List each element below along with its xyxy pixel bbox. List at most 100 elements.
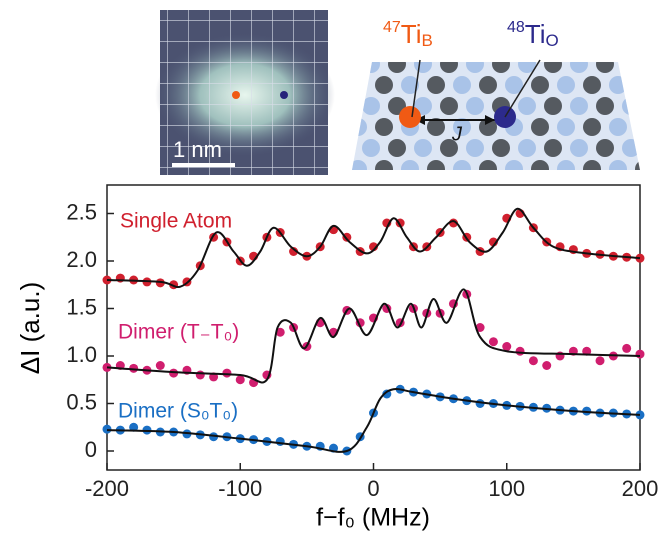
lattice-site (570, 97, 588, 115)
lattice-site (466, 139, 484, 157)
lattice-site (492, 139, 510, 157)
lattice-site (557, 160, 575, 170)
data-point (595, 356, 605, 366)
lattice-site (622, 139, 640, 157)
x-tick-label: -100 (218, 476, 262, 501)
mass: 47 (383, 19, 401, 36)
lattice-site (401, 160, 419, 170)
lattice-site (622, 62, 640, 73)
series-label: Dimer (T₋T₀) (118, 321, 239, 344)
lattice-site (388, 139, 406, 157)
lattice-site (362, 139, 380, 157)
data-point (155, 361, 165, 370)
data-point (622, 343, 632, 353)
lattice-site (352, 160, 367, 170)
y-tick-label: 2.5 (66, 199, 97, 224)
x-tick-label: 200 (622, 476, 659, 501)
lattice-site (505, 160, 523, 170)
data-point (129, 422, 139, 432)
data-point (129, 363, 139, 373)
element: Ti (401, 19, 422, 49)
lattice-site (401, 76, 419, 94)
y-axis-label: ΔI (a.u.) (15, 282, 45, 375)
lattice-site (609, 160, 627, 170)
lattice-site (362, 62, 380, 73)
plot: 0 0.5 1.0 1.5 2.0 2.5 -200 -100 0 100 200 Single At… (66, 199, 658, 501)
lattice-site (518, 62, 536, 73)
lattice-site (570, 139, 588, 157)
lattice-site (544, 62, 562, 73)
data-point (275, 437, 285, 446)
data-point (222, 368, 232, 378)
lattice-site (596, 139, 614, 157)
lattice-site (492, 62, 510, 73)
data-point (515, 346, 525, 356)
lattice-site (570, 62, 588, 73)
x-tick-label: -200 (85, 476, 129, 501)
lattice-site (479, 76, 497, 94)
lattice-site (544, 97, 562, 115)
lattice-site (414, 139, 432, 157)
lattice-site (479, 118, 497, 136)
y-tick-label: 0 (85, 437, 97, 462)
lattice-site (453, 160, 471, 170)
data-point (542, 361, 552, 370)
lattice-inset: J 47TiB 48TiO (352, 19, 640, 170)
lattice-site (352, 62, 354, 73)
lattice-site (453, 118, 471, 136)
lattice-site (557, 118, 575, 136)
lattice-site (583, 118, 601, 136)
lattice-site (375, 160, 393, 170)
y-tick-label: 0.5 (66, 389, 97, 414)
y-tick-label: 1.5 (66, 294, 97, 319)
data-point (275, 327, 285, 337)
series-label: Single Atom (120, 210, 232, 233)
series-label: Dimer (S₀T₀) (118, 400, 238, 423)
lattice-site (609, 76, 627, 94)
x-tick-label: 100 (488, 476, 525, 501)
coupling-label: J (451, 123, 463, 145)
lattice-site (596, 62, 614, 73)
element: Ti (525, 19, 546, 49)
stm-inset: 1 nm (155, 10, 335, 175)
lattice-site (352, 97, 354, 115)
lattice-site (583, 160, 601, 170)
data-point (102, 424, 112, 434)
y-tick-label: 1.0 (66, 342, 97, 367)
lattice-site (352, 118, 367, 136)
lattice-site (609, 118, 627, 136)
lattice-site (531, 76, 549, 94)
lattice-site (375, 118, 393, 136)
lattice-site (505, 76, 523, 94)
lattice-site (479, 160, 497, 170)
lattice-site (557, 76, 575, 94)
lattice-site (635, 160, 640, 170)
lattice-site (518, 139, 536, 157)
data-point (235, 375, 245, 385)
lattice-site (414, 62, 432, 73)
lattice-site (362, 97, 380, 115)
lattice-site (466, 62, 484, 73)
atom-b-label: 48TiO (507, 19, 559, 51)
lattice-site (427, 76, 445, 94)
data-point (635, 349, 645, 359)
lattice-site (388, 62, 406, 73)
lattice-site (440, 139, 458, 157)
lattice-site (453, 76, 471, 94)
atom-a-label: 47TiB (383, 19, 433, 51)
lattice-site (352, 139, 354, 157)
x-tick-label: 0 (367, 476, 379, 501)
data-point (289, 247, 299, 256)
fit-line (106, 288, 641, 384)
y-tick-label: 2.0 (66, 247, 97, 272)
scale-bar-label: 1 nm (173, 137, 222, 162)
data-point (528, 356, 538, 366)
x-axis-label: f−f₀ (MHz) (316, 504, 430, 532)
data-point (195, 370, 205, 380)
site: O (546, 31, 559, 50)
lattice-site (440, 97, 458, 115)
lattice-site (635, 118, 640, 136)
lattice-site (544, 139, 562, 157)
